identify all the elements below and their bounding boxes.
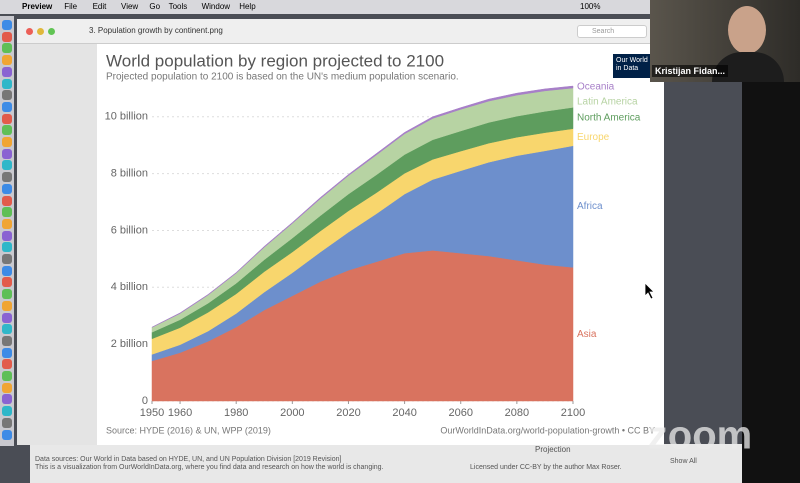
y-tick-label: 2 billion — [111, 338, 148, 350]
dock-icon[interactable] — [2, 300, 12, 311]
license: Licensed under CC-BY by the author Max R… — [470, 464, 622, 471]
text-line: This is a visualization from OurWorldInD… — [35, 464, 384, 471]
dock-icon[interactable] — [2, 371, 12, 381]
toolbar: 3. Population growth by continent.png Se… — [17, 19, 664, 44]
menu-item[interactable]: Help — [239, 2, 256, 11]
dock-icon[interactable] — [2, 417, 12, 428]
x-tick-label: 2100 — [561, 407, 585, 419]
dock-icon[interactable] — [2, 230, 12, 241]
zoom-watermark: zoom — [648, 414, 752, 458]
dock-icon[interactable] — [2, 382, 12, 393]
dock-icon[interactable] — [2, 242, 12, 253]
dock-icon[interactable] — [2, 101, 12, 112]
dock-icon[interactable] — [2, 43, 12, 54]
dock-icon[interactable] — [2, 20, 12, 30]
dock-icon[interactable] — [2, 90, 12, 101]
dock-icon[interactable] — [2, 195, 12, 206]
close[interactable] — [26, 28, 33, 35]
logo-text: Our World — [616, 57, 648, 64]
dock-icon[interactable] — [2, 55, 12, 66]
dock-icon[interactable] — [2, 312, 12, 323]
dock-icon[interactable] — [2, 148, 12, 159]
y-tick-label: 4 billion — [111, 281, 148, 293]
video-thumbnail: Kristijan Fidan... — [650, 0, 800, 82]
dock-icon[interactable] — [2, 254, 12, 264]
menu-item[interactable]: View — [121, 2, 139, 11]
chart-title: World population by region projected to … — [106, 51, 444, 70]
dock-icon[interactable] — [2, 359, 12, 370]
dock-icon[interactable] — [2, 207, 12, 218]
dock-icon[interactable] — [2, 347, 12, 358]
dock-icon[interactable] — [2, 265, 12, 276]
owid-logo: Our World in Data — [613, 54, 650, 78]
logo-text: in Data — [616, 65, 639, 72]
x-tick-label: 1980 — [224, 407, 248, 419]
participant-name: Kristijan Fidan... — [652, 65, 729, 77]
projection: Projection — [535, 445, 571, 454]
dock — [0, 16, 14, 446]
menu-item[interactable]: Go — [149, 2, 161, 11]
dock-icon[interactable] — [2, 218, 12, 229]
dock-icon[interactable] — [2, 335, 12, 346]
menu-item[interactable]: File — [64, 2, 78, 11]
menu-item[interactable]: Window — [201, 2, 231, 11]
x-tick-label: 2040 — [392, 407, 416, 419]
dock-icon[interactable] — [2, 137, 12, 147]
cursor — [644, 282, 655, 300]
zoom[interactable] — [48, 28, 55, 35]
dock-icon[interactable] — [2, 113, 12, 124]
area — [151, 85, 574, 328]
x-tick-label: 2080 — [505, 407, 529, 419]
source: Source: HYDE (2016) & UN, WPP (2019) — [106, 425, 271, 435]
dock-icon[interactable] — [2, 429, 12, 440]
dock-icon[interactable] — [2, 78, 12, 89]
search-box[interactable]: Search — [577, 25, 647, 38]
dock-icon[interactable] — [2, 66, 12, 77]
y-tick-label: 10 billion — [105, 111, 148, 123]
menu-item[interactable]: Preview — [22, 2, 53, 11]
y-tick-label: 0 — [142, 395, 148, 407]
dock-icon[interactable] — [2, 324, 12, 335]
y-tick-label: 8 billion — [111, 167, 148, 179]
legend-label: Europe — [577, 132, 610, 143]
x-tick-label: 2000 — [280, 407, 304, 419]
dock-icon[interactable] — [2, 277, 12, 288]
menu-bar: 100% Preview File Edit View Go Tools Window Help — [0, 0, 650, 14]
x-tick-label: 1950 — [140, 407, 164, 419]
menu-item[interactable]: Tools — [168, 2, 188, 11]
x-tick-label: 2060 — [448, 407, 472, 419]
x-tick-label: 2020 — [336, 407, 360, 419]
dock-icon[interactable] — [2, 394, 12, 405]
legend-label: Asia — [577, 329, 597, 340]
text-line: Data sources: Our World in Data based on… — [35, 456, 342, 463]
legend-label: Africa — [577, 201, 603, 212]
legend-label: North America — [577, 113, 641, 124]
credit: OurWorldInData.org/world-population-grow… — [440, 425, 655, 435]
background-window: Data sources: Our World in Data based on… — [30, 444, 742, 483]
show-all[interactable]: Show All — [670, 458, 697, 465]
menu-item[interactable]: Edit — [92, 2, 107, 11]
person-head — [728, 6, 766, 54]
minimize[interactable] — [37, 28, 44, 35]
battery: 100% — [580, 2, 601, 11]
dock-icon[interactable] — [2, 172, 12, 183]
dock-icon[interactable] — [2, 31, 12, 42]
dock-icon[interactable] — [2, 160, 12, 171]
y-tick-label: 6 billion — [111, 224, 148, 236]
dock-icon[interactable] — [2, 289, 12, 300]
dock-icon[interactable] — [2, 406, 12, 417]
dock-icon[interactable] — [2, 125, 12, 136]
dock-icon[interactable] — [2, 183, 12, 194]
legend-label: Oceania — [577, 82, 615, 93]
window-title: 3. Population growth by continent.png — [89, 26, 223, 35]
chart-subtitle: Projected population to 2100 is based on… — [106, 72, 459, 83]
legend-label: Latin America — [577, 97, 638, 108]
x-tick-label: 1960 — [168, 407, 192, 419]
